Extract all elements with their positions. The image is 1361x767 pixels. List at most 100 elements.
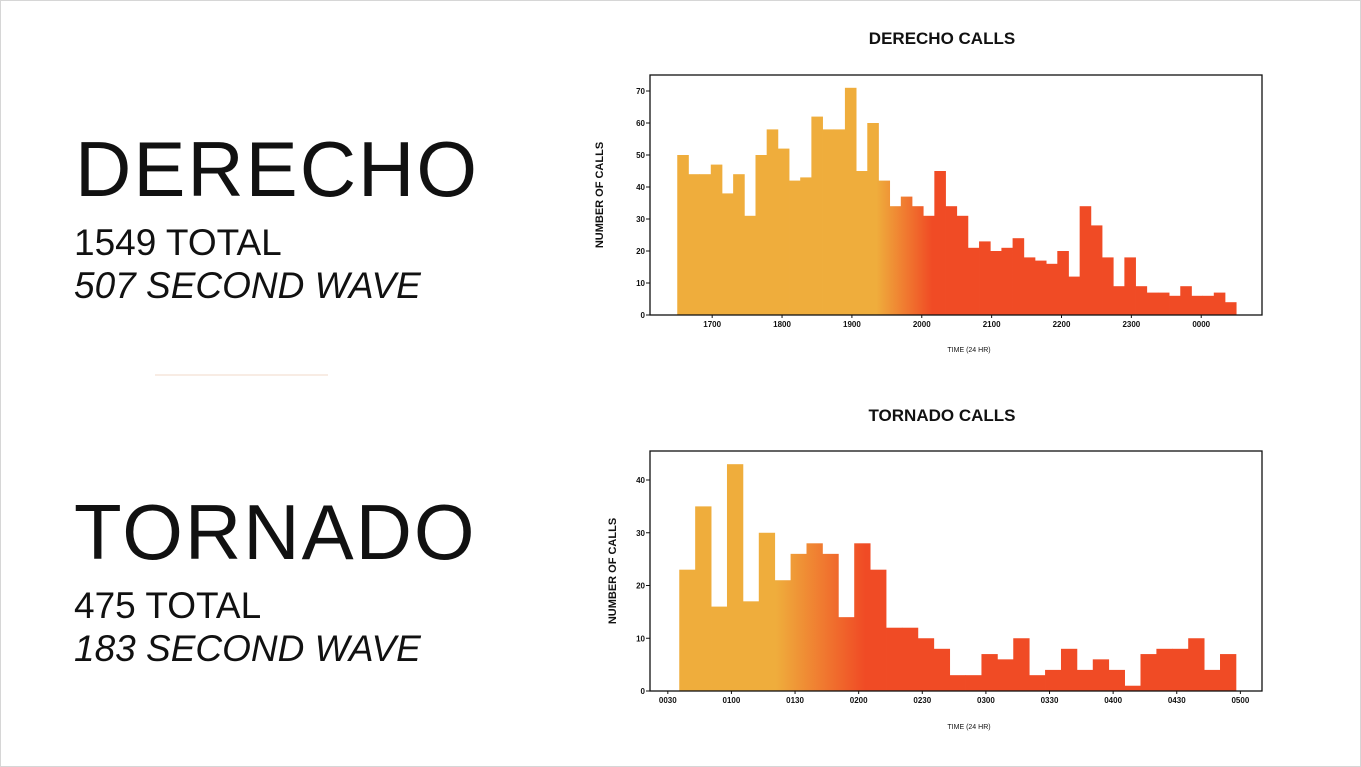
y-tick-label: 30	[636, 529, 645, 538]
bar	[854, 543, 871, 691]
bar	[967, 247, 980, 315]
bar	[1013, 638, 1030, 691]
bar	[1034, 260, 1047, 315]
tornado-total: 475 TOTAL	[74, 585, 261, 626]
bar	[901, 627, 919, 691]
bar	[679, 569, 696, 691]
y-tick-label: 70	[636, 87, 645, 96]
bar	[1079, 206, 1092, 315]
bar	[838, 617, 855, 691]
bar	[695, 506, 712, 691]
bar	[758, 532, 776, 691]
bar	[1001, 247, 1013, 315]
bar	[917, 638, 935, 691]
bar	[733, 174, 745, 315]
bar	[1213, 292, 1226, 315]
bar	[965, 675, 982, 691]
bar	[777, 148, 790, 315]
bar	[789, 180, 801, 315]
bar	[979, 241, 991, 315]
x-tick-label: 1900	[843, 320, 861, 329]
bar	[806, 543, 823, 691]
bar	[677, 155, 689, 315]
bar	[742, 601, 760, 691]
plot-frame	[649, 74, 1263, 316]
x-tick-label: 0400	[1104, 696, 1122, 705]
bar	[811, 116, 823, 315]
y-tick-label: 50	[636, 151, 645, 160]
bar	[870, 569, 887, 691]
x-tick-label: 0300	[977, 696, 995, 705]
plot-frame	[649, 450, 1263, 692]
bar	[1068, 276, 1081, 315]
bar	[878, 180, 891, 315]
tornado-second-wave: 183 SECOND WAVE	[74, 628, 422, 669]
bar	[1202, 295, 1215, 315]
y-tick-label: 10	[636, 279, 645, 288]
bar	[990, 251, 1002, 315]
bar	[1046, 263, 1058, 315]
bar	[721, 193, 734, 315]
bar	[923, 215, 935, 315]
x-tick-label: 0430	[1168, 696, 1186, 705]
bar	[726, 464, 744, 691]
bar	[1090, 225, 1103, 315]
bar	[1113, 286, 1125, 315]
bar	[774, 580, 791, 691]
bar	[1012, 238, 1025, 315]
bar	[1135, 286, 1148, 315]
bar	[766, 129, 779, 315]
x-tick-label: 0000	[1192, 320, 1210, 329]
x-tick-label: 0330	[1041, 696, 1059, 705]
bar	[997, 659, 1014, 691]
bar	[1124, 257, 1136, 315]
y-tick-label: 0	[641, 311, 646, 320]
bar	[1220, 654, 1237, 691]
derecho-second-wave: 507 SECOND WAVE	[74, 265, 422, 306]
bar	[1172, 648, 1189, 691]
x-tick-label: 2300	[1122, 320, 1140, 329]
bar	[1124, 685, 1141, 691]
y-axis-label: NUMBER OF CALLS	[607, 518, 619, 624]
bar	[688, 174, 701, 315]
bar	[833, 129, 846, 315]
bar	[1023, 257, 1036, 315]
x-tick-label: 2000	[913, 320, 931, 329]
bar	[1146, 292, 1159, 315]
bar	[1029, 675, 1046, 691]
bar	[1108, 669, 1125, 691]
y-tick-label: 0	[641, 687, 646, 696]
bar	[867, 123, 879, 315]
bar	[1076, 669, 1094, 691]
bar	[800, 177, 812, 315]
bar	[1188, 638, 1205, 691]
bar	[856, 171, 868, 315]
x-tick-label: 2100	[983, 320, 1001, 329]
derecho-total: 1549 TOTAL	[74, 222, 282, 263]
y-tick-label: 40	[636, 476, 645, 485]
bar	[1102, 257, 1114, 315]
bar	[822, 553, 839, 691]
bar	[755, 155, 768, 315]
bar	[1157, 292, 1170, 315]
bar	[945, 206, 958, 315]
bar	[1191, 295, 1204, 315]
bar	[1180, 286, 1192, 315]
bar	[949, 675, 966, 691]
y-tick-label: 60	[636, 119, 645, 128]
bar	[1156, 648, 1173, 691]
bar	[1045, 669, 1062, 691]
bar	[822, 129, 835, 315]
bar	[1060, 648, 1078, 691]
bar	[711, 606, 728, 691]
bar	[956, 215, 969, 315]
y-tick-label: 40	[636, 183, 645, 192]
bar	[1140, 654, 1157, 691]
bar	[699, 174, 712, 315]
x-axis-label: TIME (24 HR)	[947, 724, 990, 731]
bar	[934, 171, 946, 315]
bar	[1092, 659, 1110, 691]
derecho-heading: DERECHO	[75, 125, 479, 213]
bar	[710, 164, 723, 315]
